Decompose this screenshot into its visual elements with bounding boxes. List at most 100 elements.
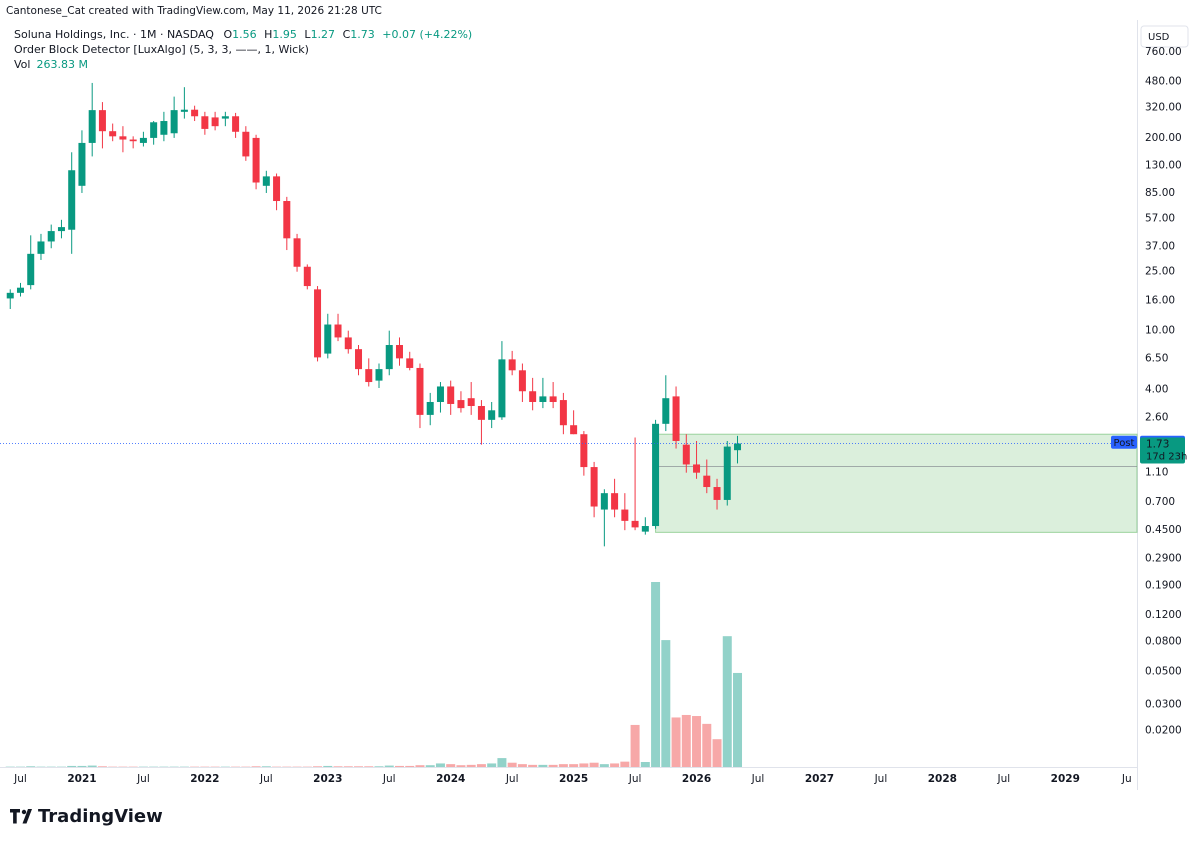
- volume-bar: [394, 765, 404, 767]
- volume-bar: [354, 766, 364, 767]
- candle-body: [549, 396, 557, 402]
- volume-bar: [261, 766, 271, 767]
- candle-body: [201, 116, 209, 129]
- candle-body: [119, 136, 127, 140]
- legend-symbol: Soluna Holdings, Inc. · 1M · NASDAQ O1.5…: [14, 28, 472, 41]
- last-price: 1.73: [1146, 439, 1169, 451]
- volume-bar: [569, 764, 579, 767]
- candle-body: [436, 386, 444, 402]
- x-tick-label: Jul: [136, 773, 150, 785]
- x-tick-label: 2025: [559, 773, 588, 785]
- x-tick-label: Jul: [751, 773, 765, 785]
- candle-body: [334, 324, 342, 338]
- candle-body: [221, 116, 229, 119]
- candle-body: [395, 345, 403, 359]
- candle-body: [600, 493, 608, 510]
- y-tick-label: 0.0500: [1145, 666, 1182, 678]
- volume-bar: [548, 764, 558, 767]
- candle-body: [16, 287, 24, 293]
- volume-legend: Vol 263.83 M: [14, 58, 88, 71]
- volume-bar: [476, 764, 486, 767]
- indicator-legend: Order Block Detector [LuxAlgo] (5, 3, 3,…: [14, 43, 309, 56]
- volume-bar: [97, 766, 107, 767]
- volume-bar: [661, 640, 671, 767]
- volume-bar: [681, 714, 691, 767]
- volume-bar: [640, 762, 650, 767]
- x-tick-label: Jul: [259, 773, 273, 785]
- candle-body: [529, 391, 537, 402]
- candle-body: [447, 386, 455, 404]
- x-tick-label: Jul: [382, 773, 396, 785]
- candle-body: [416, 367, 424, 415]
- candle-body: [170, 110, 178, 134]
- last-price-tag: [1140, 437, 1185, 464]
- candle-body: [457, 400, 465, 409]
- candle-body: [27, 253, 35, 286]
- x-tick-label: 2021: [67, 773, 96, 785]
- y-tick-label: 57.00: [1145, 213, 1175, 225]
- x-tick-label: Ju: [1121, 773, 1132, 785]
- o-value: 1.56: [232, 28, 257, 41]
- volume-bar: [323, 765, 333, 767]
- x-tick-label: 2028: [928, 773, 957, 785]
- y-tick-label: 130.00: [1145, 160, 1182, 172]
- volume-bar: [425, 765, 435, 767]
- x-tick-label: 2029: [1051, 773, 1080, 785]
- y-tick-label: 0.1900: [1145, 580, 1182, 592]
- volume-bar: [538, 764, 548, 767]
- c-value: 1.73: [350, 28, 375, 41]
- volume-bar: [435, 763, 445, 767]
- volume-bar: [599, 764, 609, 767]
- h-key: H: [264, 28, 272, 41]
- y-tick-label: 10.00: [1145, 325, 1175, 337]
- candle-body: [232, 116, 240, 132]
- y-tick-label: 1.10: [1145, 467, 1168, 479]
- currency-button[interactable]: [1140, 25, 1189, 48]
- y-tick-label: 0.0300: [1145, 698, 1182, 710]
- candle-body: [467, 398, 475, 407]
- candle-body: [498, 359, 506, 418]
- y-tick-label: 0.1200: [1145, 609, 1182, 621]
- candle-body: [129, 139, 137, 142]
- l-key: L: [304, 28, 311, 41]
- candle-body: [88, 110, 96, 143]
- candle-body: [242, 131, 250, 157]
- candle-body: [139, 137, 147, 143]
- y-tick-label: 6.50: [1145, 352, 1168, 364]
- y-tick-label: 0.0200: [1145, 725, 1182, 737]
- o-key: O: [223, 28, 232, 41]
- volume-bar: [87, 765, 97, 767]
- attribution: Cantonese_Cat created with TradingView.c…: [6, 5, 382, 17]
- x-tick-label: 2027: [805, 773, 834, 785]
- brand: TradingView: [38, 806, 163, 827]
- symbol: Soluna Holdings, Inc. · 1M · NASDAQ: [14, 28, 214, 41]
- post-tag: [1111, 435, 1137, 449]
- candle-body: [283, 201, 291, 239]
- x-tick-label: 2022: [190, 773, 219, 785]
- volume-bar: [722, 636, 732, 767]
- h-value: 1.95: [272, 28, 297, 41]
- candle-body: [488, 410, 496, 420]
- volume-bar: [702, 723, 712, 767]
- volume-bar: [671, 717, 681, 767]
- volume-bar: [651, 582, 661, 767]
- volume-bar: [405, 765, 415, 767]
- candle-body: [559, 400, 567, 426]
- candle-body: [375, 369, 383, 381]
- vol-key: Vol: [14, 58, 30, 71]
- volume-bar: [446, 764, 456, 767]
- candle-body: [273, 176, 281, 202]
- vol-value: 263.83 M: [36, 58, 87, 71]
- candle-body: [355, 349, 363, 370]
- volume-bar: [251, 766, 261, 767]
- candle-body: [191, 109, 199, 117]
- volume-bar: [384, 765, 394, 767]
- change: +0.07 (+4.22%): [382, 28, 472, 41]
- candle-body: [293, 238, 301, 267]
- volume-bar: [528, 764, 538, 767]
- candle-body: [98, 110, 106, 132]
- post-key: Post: [1114, 438, 1135, 449]
- y-tick-label: 37.00: [1145, 240, 1175, 252]
